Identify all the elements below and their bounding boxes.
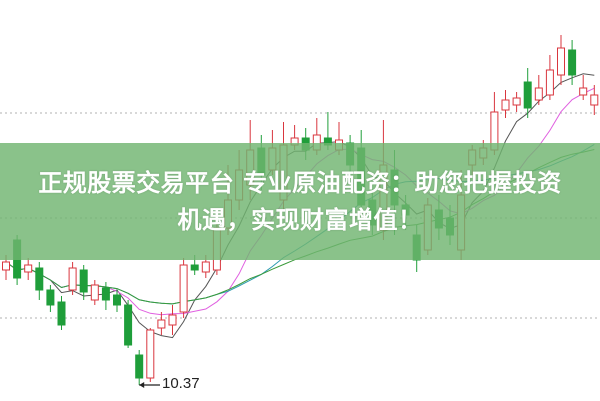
- candle-up: [24, 264, 33, 273]
- low-arrow-head: [139, 382, 145, 388]
- candle-down: [568, 49, 577, 76]
- candle-up: [501, 99, 510, 111]
- candle-down: [124, 304, 133, 346]
- candle-down: [523, 81, 532, 109]
- candle-down: [135, 354, 144, 379]
- candle-up: [534, 87, 543, 101]
- promo-banner: 正规股票交易平台 专业原油配资：助您把握投资 机遇，实现财富增值！: [0, 143, 600, 260]
- candle-up: [168, 314, 177, 326]
- candle-up: [157, 319, 166, 329]
- candle-down: [101, 287, 110, 301]
- candle-up: [557, 47, 565, 76]
- low-price-annotation: 10.37: [162, 375, 200, 392]
- candle-down: [57, 301, 66, 326]
- candle-down: [46, 289, 55, 306]
- candle-up: [545, 69, 554, 96]
- candle-down: [35, 267, 44, 291]
- banner-line-1: 正规股票交易平台 专业原油配资：助您把握投资: [38, 168, 562, 197]
- candle-up: [146, 329, 155, 379]
- candle-up: [201, 261, 210, 273]
- candle-up: [90, 284, 99, 301]
- candle-down: [79, 269, 88, 293]
- candle-up: [590, 94, 599, 106]
- candle-up: [68, 267, 77, 291]
- candle-up: [579, 87, 588, 96]
- banner-line-2: 机遇，实现财富增值！: [177, 205, 423, 234]
- candle-down: [113, 294, 121, 306]
- candle-up: [512, 97, 521, 106]
- candle-up: [179, 264, 188, 313]
- candle-up: [2, 261, 10, 271]
- candle-down: [190, 264, 199, 271]
